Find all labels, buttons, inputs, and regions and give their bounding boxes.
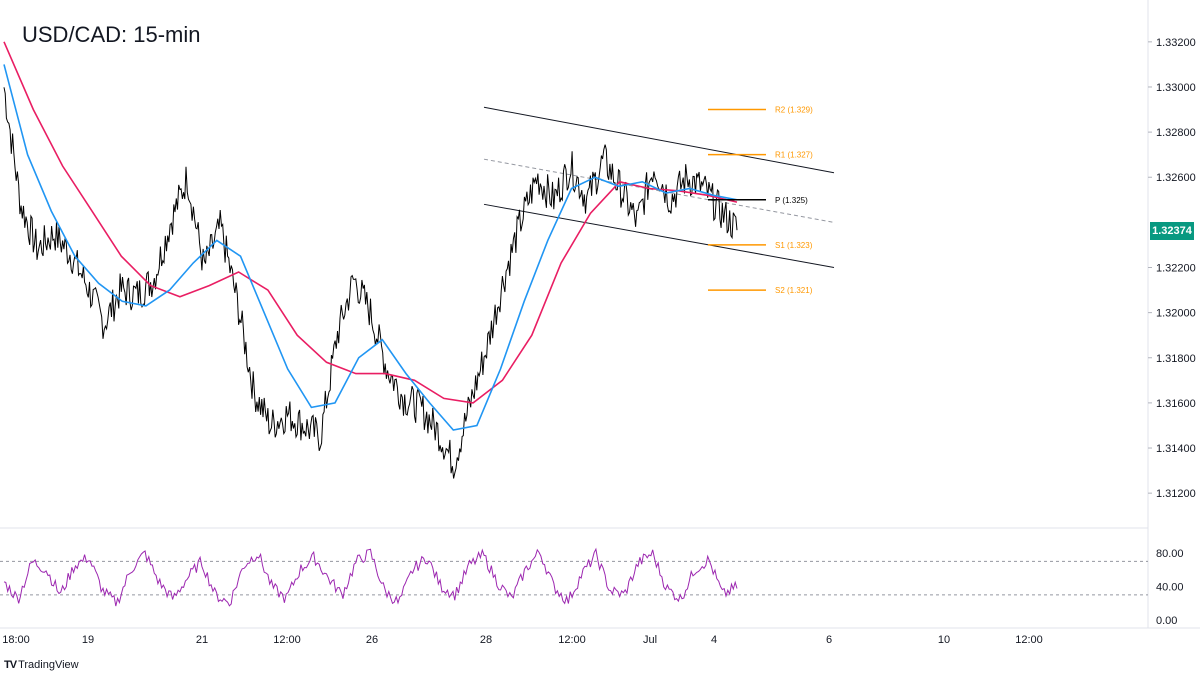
axes: 1.33200 1.33000 1.32800 1.32600 1.32200 1.320… — [2, 37, 1196, 646]
channel-lower-line — [483, 203, 835, 268]
channel-middle-line — [483, 158, 835, 223]
rsi-line — [3, 547, 738, 607]
pivot-level-label: S2 (1.321) — [775, 286, 813, 295]
time-tick-label: 10 — [938, 634, 950, 646]
pivot-level-label: R2 (1.329) — [775, 106, 813, 115]
time-tick-label: 6 — [826, 634, 832, 646]
price-tick-label: 1.32000 — [1156, 308, 1196, 320]
price-tick-label: 1.31600 — [1156, 398, 1196, 410]
price-tick-label: 1.32200 — [1156, 263, 1196, 275]
price-tick-label: 1.31400 — [1156, 443, 1196, 455]
pivot-levels: R2 (1.329) R1 (1.327) P (1.325) S1 (1.323) S… — [708, 106, 813, 295]
time-tick-label: 21 — [196, 634, 208, 646]
pivot-level-label: S1 (1.323) — [775, 241, 813, 250]
brand-name: TradingView — [18, 659, 79, 671]
pivot-level-label: P (1.325) — [775, 196, 808, 205]
price-tick-label: 1.33200 — [1156, 37, 1196, 49]
time-tick-label: 12:00 — [273, 634, 301, 646]
tradingview-logo-icon: TV — [4, 659, 17, 671]
slow-moving-average-line — [3, 41, 738, 404]
grid — [0, 0, 1200, 629]
price-tick-label: 1.31800 — [1156, 353, 1196, 365]
rsi-tick-label: 80.00 — [1156, 548, 1184, 560]
rsi-panel: 80.00 40.00 0.00 — [0, 547, 1184, 627]
rsi-tick-label: 0.00 — [1156, 615, 1177, 627]
price-tick-label: 1.33000 — [1156, 82, 1196, 94]
tradingview-branding: TV TradingView — [4, 659, 79, 671]
chart-title: USD/CAD: 15-min — [22, 22, 201, 47]
price-tick-label: 1.31200 — [1156, 488, 1196, 500]
price-tick-label: 1.32600 — [1156, 172, 1196, 184]
time-tick-label: 4 — [711, 634, 717, 646]
channel-upper-line — [483, 106, 835, 174]
price-tick-label: 1.32800 — [1156, 127, 1196, 139]
last-price-badge: 1.32374 — [1150, 222, 1194, 240]
time-tick-label: Jul — [643, 634, 657, 646]
time-tick-label: 12:00 — [1015, 634, 1043, 646]
time-tick-label: 19 — [82, 634, 94, 646]
price-line — [3, 87, 738, 479]
time-tick-label: 28 — [480, 634, 492, 646]
time-tick-label: 26 — [366, 634, 378, 646]
fast-moving-average-line — [3, 64, 738, 431]
pivot-level-label: R1 (1.327) — [775, 151, 813, 160]
series-layer — [3, 41, 738, 479]
time-tick-label: 18:00 — [2, 634, 30, 646]
rsi-tick-label: 40.00 — [1156, 582, 1184, 594]
price-channel — [483, 106, 835, 268]
time-tick-label: 12:00 — [558, 634, 586, 646]
